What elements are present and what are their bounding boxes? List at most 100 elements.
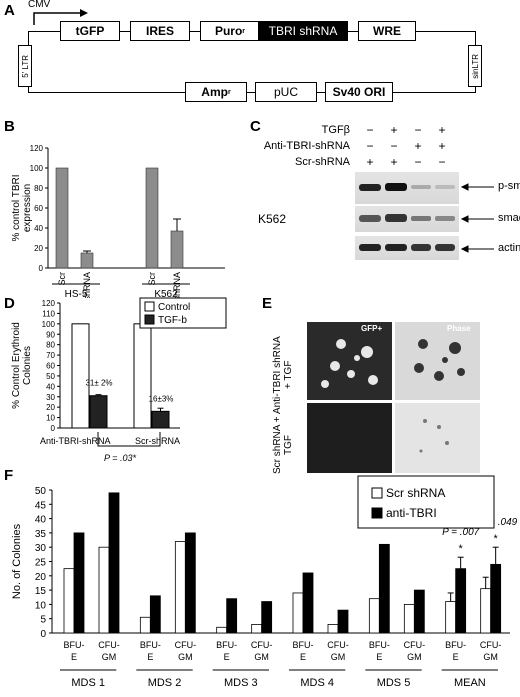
f-sub-label-top: BFU-	[293, 640, 314, 650]
f-y-tick-label: 35	[35, 529, 47, 540]
f-bar	[302, 572, 314, 634]
row-label-tgfb: TGFβ	[321, 124, 350, 136]
panel-f-label: F	[4, 467, 14, 484]
blot-actin	[355, 236, 459, 260]
b-y-tick-label: 60	[34, 204, 43, 213]
d-y-tick-label: 70	[46, 351, 55, 360]
cell-line-label: K562	[258, 212, 287, 226]
b-bar	[80, 252, 94, 269]
tgfp-box: tGFP	[60, 21, 120, 41]
f-sub-label-top: CFU-	[327, 640, 349, 650]
f-sub-label-top: BFU-	[216, 640, 237, 650]
d-y-tick-label: 120	[42, 299, 56, 308]
d-annotation: 31± 2%	[85, 379, 112, 388]
f-group-label: MEAN	[454, 677, 486, 689]
f-bar	[108, 492, 120, 634]
f-group-label: MDS 4	[300, 677, 334, 689]
f-y-tick-label: 25	[35, 558, 47, 569]
f-bar	[337, 609, 349, 634]
f-bar	[455, 568, 467, 634]
f-sub-label-bottom: GM	[102, 652, 117, 662]
d-y-tick-label: 30	[46, 393, 55, 402]
d-pvalue-bracket	[97, 432, 161, 447]
d-bar	[89, 395, 108, 429]
b-bar	[170, 230, 184, 269]
panel-b-label: B	[4, 118, 15, 135]
ires-box: IRES	[130, 21, 190, 41]
b-bar-label: Scr	[57, 272, 67, 286]
b-bar-label: Scr	[147, 272, 157, 286]
f-sub-label-top: CFU-	[404, 640, 426, 650]
image-phase-scr	[395, 403, 480, 473]
f-bar	[445, 601, 457, 634]
f-legend-label-anti-tbri: anti-TBRI	[386, 506, 437, 520]
f-bar	[368, 598, 380, 634]
sin-ltr-box: sinLTR	[468, 45, 482, 87]
ltr-5-box: 5' LTR	[18, 45, 32, 87]
d-legend-label-tgfb: TGF-b	[158, 315, 187, 326]
image-gfp-scr	[307, 403, 392, 473]
f-legend-box	[357, 475, 495, 529]
f-y-axis-title: No. of Colonies	[11, 523, 23, 599]
f-bar	[174, 541, 186, 634]
f-y-tick-label: 10	[35, 600, 47, 611]
f-bar	[292, 592, 304, 634]
d-annotation: 16±3%	[149, 394, 174, 403]
f-bar	[139, 616, 151, 634]
b-group-label: HS-5	[65, 289, 88, 298]
b-bar-label: shRNA	[172, 272, 182, 298]
f-legend-swatch-anti-tbri	[371, 507, 383, 519]
f-sub-label-bottom: GM	[407, 652, 422, 662]
row-label-anti-tbri: Anti-TBRI-shRNA	[263, 140, 350, 152]
f-pvalue: P = .007	[442, 527, 480, 538]
f-sub-label-bottom: GM	[331, 652, 346, 662]
f-bar	[261, 601, 273, 634]
f-sub-label-top: CFU-	[480, 640, 502, 650]
f-y-tick-label: 45	[35, 500, 47, 511]
western-blot-panel: TGFβ Anti-TBRI-shRNA Scr-shRNA − + − + − − + +…	[250, 123, 520, 304]
d-y-tick-label: 80	[46, 341, 55, 350]
d-bar	[133, 323, 152, 429]
f-legend-label-scr: Scr shRNA	[386, 486, 445, 500]
b-group-label: K562	[154, 289, 178, 298]
d-pvalue-bg	[98, 452, 142, 464]
f-y-tick-label: 15	[35, 586, 47, 597]
f-group-label: MDS 3	[224, 677, 258, 689]
f-sub-label-bottom: E	[300, 652, 306, 662]
d-y-tick-label: 50	[46, 372, 55, 381]
promoter-arrow	[33, 9, 88, 25]
cmv-label: CMV	[28, 0, 51, 10]
f-y-tick-label: 30	[35, 543, 47, 554]
band-label-actin: actin	[498, 242, 520, 254]
f-bar	[413, 589, 425, 634]
b-y-tick-label: 20	[34, 244, 43, 253]
b-y-axis-title: % control TBRIexpression	[11, 174, 33, 241]
b-y-tick-label: 120	[30, 144, 44, 153]
f-bar	[216, 626, 228, 634]
d-y-tick-label: 60	[46, 362, 55, 371]
panel-b-chart: 0 20 40 60 80 100 120 % control TBRIexpression S…	[11, 144, 225, 298]
f-bar	[480, 588, 492, 634]
b-y-tick-label: 80	[34, 184, 43, 193]
f-sub-label-bottom: E	[453, 652, 459, 662]
f-sub-label-top: BFU-	[445, 640, 466, 650]
row-label-scr: Scr-shRNA	[294, 156, 350, 168]
b-bar	[55, 167, 69, 269]
d-legend-label-control: Control	[158, 302, 190, 313]
band-arrows	[460, 183, 494, 253]
f-pvalue: P = .049	[480, 517, 518, 528]
f-sub-label-bottom: GM	[254, 652, 269, 662]
wre-box: WRE	[358, 21, 416, 41]
f-y-tick-label: 40	[35, 515, 47, 526]
f-bar	[490, 563, 502, 634]
band-label-p-smad2: p-smad2	[498, 180, 520, 192]
f-sub-label-bottom: GM	[483, 652, 498, 662]
f-bar	[327, 624, 339, 634]
f-legend-swatch-scr	[371, 487, 383, 499]
f-sub-label-top: CFU-	[175, 640, 197, 650]
f-bar	[184, 532, 196, 634]
signs-row-2: − − + +	[366, 139, 446, 153]
f-bar	[98, 546, 110, 634]
f-group-label: MDS 5	[377, 677, 411, 689]
b-bar-label: shRNA	[82, 272, 92, 298]
